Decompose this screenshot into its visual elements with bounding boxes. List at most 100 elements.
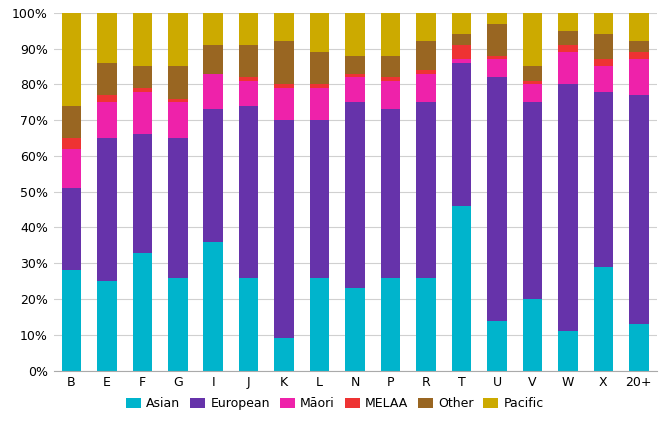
Bar bbox=[62, 149, 81, 188]
Bar bbox=[594, 59, 613, 66]
Bar bbox=[97, 95, 117, 102]
Bar bbox=[594, 66, 613, 92]
Bar bbox=[275, 13, 294, 41]
Bar bbox=[275, 88, 294, 120]
Bar bbox=[629, 52, 649, 59]
Bar bbox=[416, 74, 436, 102]
Bar bbox=[310, 120, 330, 278]
Bar bbox=[523, 84, 542, 102]
Bar bbox=[452, 63, 471, 206]
Bar bbox=[310, 52, 330, 84]
Bar bbox=[523, 13, 542, 66]
Bar bbox=[558, 84, 578, 331]
Bar bbox=[275, 338, 294, 371]
Bar bbox=[310, 278, 330, 371]
Bar bbox=[381, 109, 401, 278]
Bar bbox=[345, 74, 365, 77]
Bar bbox=[239, 13, 259, 45]
Bar bbox=[487, 320, 507, 371]
Bar bbox=[381, 13, 401, 56]
Bar bbox=[133, 66, 152, 88]
Bar bbox=[133, 253, 152, 371]
Bar bbox=[204, 74, 223, 109]
Bar bbox=[523, 102, 542, 299]
Bar bbox=[97, 63, 117, 95]
Bar bbox=[275, 41, 294, 84]
Bar bbox=[204, 242, 223, 371]
Bar bbox=[416, 278, 436, 371]
Bar bbox=[345, 77, 365, 102]
Bar bbox=[594, 267, 613, 371]
Bar bbox=[168, 13, 188, 66]
Bar bbox=[239, 81, 259, 106]
Bar bbox=[97, 13, 117, 63]
Bar bbox=[558, 13, 578, 31]
Bar bbox=[558, 31, 578, 45]
Bar bbox=[487, 56, 507, 59]
Bar bbox=[452, 45, 471, 59]
Bar bbox=[133, 13, 152, 66]
Bar bbox=[239, 106, 259, 278]
Bar bbox=[345, 102, 365, 288]
Bar bbox=[204, 45, 223, 74]
Bar bbox=[275, 84, 294, 88]
Bar bbox=[62, 106, 81, 138]
Bar bbox=[97, 102, 117, 138]
Bar bbox=[523, 299, 542, 371]
Bar bbox=[558, 52, 578, 84]
Bar bbox=[310, 84, 330, 88]
Bar bbox=[168, 278, 188, 371]
Bar bbox=[133, 135, 152, 253]
Bar bbox=[310, 13, 330, 52]
Bar bbox=[416, 41, 436, 70]
Bar bbox=[452, 13, 471, 34]
Bar bbox=[416, 102, 436, 278]
Bar bbox=[239, 278, 259, 371]
Bar bbox=[168, 138, 188, 278]
Bar bbox=[204, 109, 223, 242]
Bar bbox=[523, 81, 542, 84]
Bar bbox=[523, 66, 542, 81]
Bar bbox=[168, 102, 188, 138]
Bar bbox=[62, 13, 81, 106]
Bar bbox=[629, 59, 649, 95]
Bar bbox=[345, 13, 365, 56]
Bar bbox=[487, 13, 507, 23]
Bar bbox=[594, 34, 613, 59]
Bar bbox=[239, 45, 259, 77]
Bar bbox=[416, 13, 436, 41]
Bar bbox=[629, 41, 649, 52]
Bar bbox=[558, 331, 578, 371]
Bar bbox=[62, 188, 81, 271]
Bar bbox=[558, 45, 578, 52]
Bar bbox=[168, 99, 188, 102]
Bar bbox=[629, 13, 649, 41]
Bar bbox=[416, 70, 436, 74]
Bar bbox=[452, 206, 471, 371]
Bar bbox=[594, 92, 613, 267]
Bar bbox=[275, 120, 294, 338]
Bar bbox=[381, 77, 401, 81]
Bar bbox=[168, 66, 188, 99]
Bar bbox=[487, 23, 507, 56]
Bar bbox=[452, 59, 471, 63]
Bar bbox=[381, 56, 401, 77]
Bar bbox=[62, 138, 81, 149]
Bar bbox=[487, 77, 507, 320]
Bar bbox=[97, 138, 117, 281]
Bar bbox=[133, 92, 152, 135]
Bar bbox=[310, 88, 330, 120]
Bar bbox=[594, 13, 613, 34]
Bar bbox=[97, 281, 117, 371]
Bar bbox=[345, 288, 365, 371]
Bar bbox=[345, 56, 365, 74]
Bar bbox=[629, 324, 649, 371]
Bar bbox=[381, 278, 401, 371]
Legend: Asian, European, Māori, MELAA, Other, Pacific: Asian, European, Māori, MELAA, Other, Pa… bbox=[121, 392, 549, 415]
Bar bbox=[62, 271, 81, 371]
Bar bbox=[133, 88, 152, 92]
Bar bbox=[204, 13, 223, 45]
Bar bbox=[381, 81, 401, 109]
Bar bbox=[487, 59, 507, 77]
Bar bbox=[629, 95, 649, 324]
